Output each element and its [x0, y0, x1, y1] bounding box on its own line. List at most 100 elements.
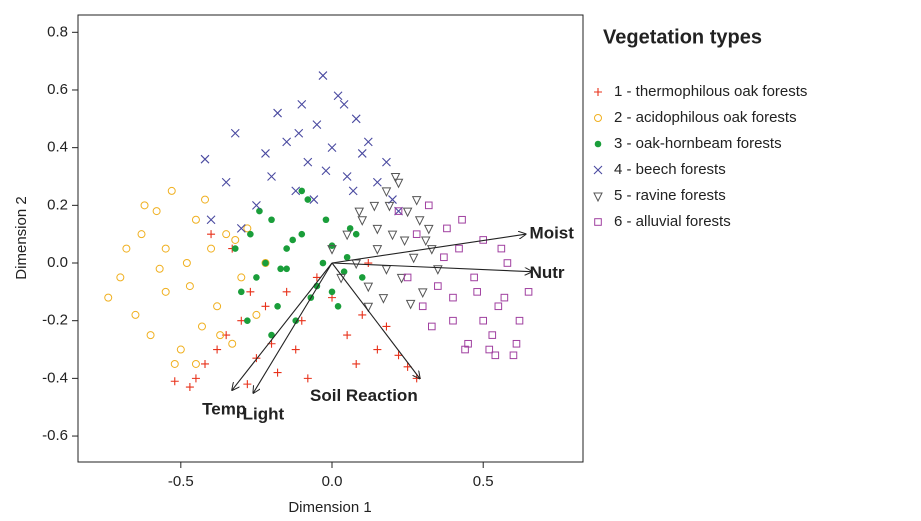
y-tick-label: -0.2: [42, 312, 68, 329]
point: [443, 224, 451, 233]
point: [357, 149, 367, 158]
point: [423, 224, 434, 235]
point: [221, 177, 231, 187]
point: [405, 299, 416, 310]
point: [185, 383, 194, 392]
point: [155, 264, 164, 273]
vector-label: Nutr: [530, 263, 565, 282]
point: [449, 316, 457, 325]
point: [246, 287, 255, 296]
point: [152, 207, 161, 216]
point: [327, 143, 337, 153]
point: [428, 322, 436, 331]
point: [378, 294, 389, 304]
point: [358, 274, 366, 281]
point: [304, 196, 312, 203]
x-tick-label: -0.5: [168, 473, 194, 490]
point: [243, 380, 252, 389]
point: [294, 128, 304, 138]
point: [509, 351, 518, 360]
point: [291, 186, 301, 196]
x-tick-label: 0.0: [322, 473, 343, 490]
point: [363, 282, 374, 293]
point: [230, 128, 240, 138]
point: [524, 288, 533, 296]
point: [381, 187, 392, 198]
point: [393, 178, 404, 189]
point: [309, 195, 319, 204]
y-tick-label: 0.0: [47, 254, 68, 271]
point: [322, 216, 330, 224]
point: [479, 316, 488, 325]
point: [396, 273, 407, 284]
vector-arrow: [331, 262, 420, 378]
point: [261, 149, 270, 158]
point: [357, 216, 368, 226]
point: [170, 359, 179, 368]
point: [213, 345, 222, 354]
legend-label: 3 - oak-hornbeam forests: [614, 135, 782, 152]
point: [131, 310, 140, 319]
point: [372, 177, 382, 187]
point: [382, 322, 391, 331]
point: [394, 351, 403, 360]
point: [403, 273, 412, 282]
point: [267, 172, 276, 181]
legend-marker: [594, 114, 602, 122]
point: [247, 230, 254, 238]
point: [252, 200, 261, 210]
point: [440, 253, 448, 262]
point: [197, 322, 206, 331]
point: [200, 154, 210, 164]
point: [161, 244, 170, 253]
point: [485, 345, 494, 354]
point: [140, 201, 149, 210]
y-tick-label: 0.6: [47, 81, 68, 98]
point: [297, 316, 306, 325]
point: [292, 317, 300, 324]
point: [515, 316, 524, 325]
point: [433, 265, 443, 275]
point: [381, 265, 392, 275]
point: [352, 230, 360, 238]
point: [402, 207, 413, 218]
point: [252, 354, 261, 363]
point: [473, 288, 481, 296]
point: [256, 207, 263, 215]
point: [364, 259, 373, 268]
x-tick-label: 0.5: [473, 473, 494, 490]
point: [237, 273, 246, 282]
point: [191, 374, 200, 383]
point: [216, 331, 225, 340]
legend-marker: [594, 140, 602, 148]
point: [321, 166, 331, 176]
point: [449, 293, 457, 302]
point: [273, 368, 282, 377]
point: [243, 224, 252, 233]
x-axis-label: Dimension 1: [288, 499, 371, 516]
point: [394, 206, 403, 216]
point: [343, 253, 351, 261]
point: [207, 244, 216, 253]
point: [318, 71, 328, 80]
point: [328, 288, 336, 296]
point: [372, 245, 383, 255]
point: [289, 236, 297, 244]
point: [282, 137, 292, 147]
legend-marker: [593, 192, 603, 203]
point: [244, 317, 251, 324]
point: [500, 293, 509, 302]
point: [170, 377, 179, 386]
point: [253, 274, 260, 281]
point: [104, 293, 113, 302]
point: [182, 259, 191, 268]
point: [312, 120, 322, 129]
point: [146, 331, 155, 340]
point: [503, 259, 512, 267]
point: [494, 302, 503, 311]
point: [282, 287, 291, 296]
point: [470, 273, 478, 282]
point: [201, 195, 210, 204]
point: [297, 100, 307, 109]
